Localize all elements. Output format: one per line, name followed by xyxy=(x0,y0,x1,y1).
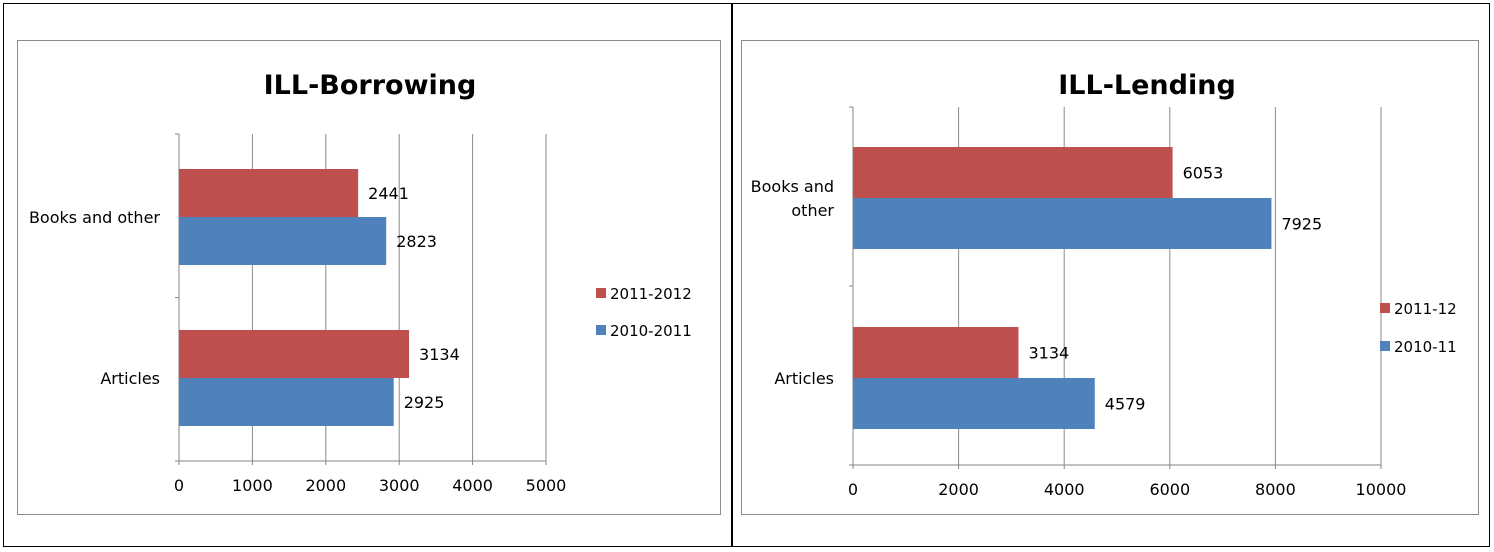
chart-borrowing-svg: ILL-Borrowing 0 1000 2000 3000 4000 5000 2441 28… xyxy=(29,70,692,495)
lending-x-tick-label: 10000 xyxy=(1356,480,1407,499)
chart-borrowing: ILL-Borrowing 0 1000 2000 3000 4000 5000 2441 28… xyxy=(17,40,721,515)
borrowing-legend-swatch xyxy=(596,288,606,298)
lending-category-label: Books and other xyxy=(751,177,835,220)
borrowing-category-label: Books and other xyxy=(29,208,160,227)
chart-lending: ILL-Lending 0 2000 4000 6000 8000 10000 6053 792… xyxy=(741,40,1479,515)
lending-bar-2011-12-articles xyxy=(853,327,1019,378)
lending-bar-2010-11-books-and-other xyxy=(853,198,1272,249)
lending-legend-swatch xyxy=(1380,303,1390,313)
lending-x-tick-label: 4000 xyxy=(1044,480,1085,499)
borrowing-bar-2011-2012-articles xyxy=(179,330,410,378)
borrowing-legend-label: 2010-2011 xyxy=(610,322,692,340)
lending-x-tick-label: 6000 xyxy=(1149,480,1190,499)
lending-chart-title: ILL-Lending xyxy=(1058,70,1236,101)
borrowing-x-tick-label: 0 xyxy=(174,476,184,495)
table-cell-divider xyxy=(731,3,733,547)
borrowing-legend-swatch xyxy=(596,325,606,335)
outer-table-border xyxy=(3,3,1490,547)
lending-legend-label: 2010-11 xyxy=(1394,338,1457,356)
lending-bar-2011-12-books-and-other xyxy=(853,147,1173,198)
lending-legend-label: 2011-12 xyxy=(1394,300,1457,318)
borrowing-x-tick-label: 1000 xyxy=(232,476,273,495)
borrowing-bar-2011-2012-books-and-other xyxy=(179,169,359,217)
borrowing-bar-2010-2011-articles xyxy=(179,378,394,426)
lending-data-label: 3134 xyxy=(1028,344,1069,363)
lending-data-label: 7925 xyxy=(1281,215,1322,234)
lending-data-label: 6053 xyxy=(1183,164,1224,183)
lending-legend-swatch xyxy=(1380,341,1390,351)
borrowing-x-tick-label: 3000 xyxy=(379,476,420,495)
borrowing-chart-title: ILL-Borrowing xyxy=(264,70,477,101)
lending-x-tick-label: 2000 xyxy=(938,480,979,499)
borrowing-legend-label: 2011-2012 xyxy=(610,285,692,303)
chart-lending-svg: ILL-Lending 0 2000 4000 6000 8000 10000 6053 792… xyxy=(751,70,1457,499)
borrowing-bar-2010-2011-books-and-other xyxy=(179,217,387,265)
lending-category-label: Articles xyxy=(774,369,834,388)
borrowing-category-label: Articles xyxy=(100,369,160,388)
borrowing-data-label: 3134 xyxy=(419,345,460,364)
lending-bar-2010-11-articles xyxy=(853,378,1095,429)
borrowing-x-tick-label: 5000 xyxy=(526,476,567,495)
lending-x-tick-label: 8000 xyxy=(1255,480,1296,499)
borrowing-data-label: 2441 xyxy=(368,184,409,203)
borrowing-x-tick-label: 4000 xyxy=(452,476,493,495)
borrowing-data-label: 2823 xyxy=(396,232,437,251)
borrowing-data-label: 2925 xyxy=(404,393,445,412)
borrowing-x-tick-label: 2000 xyxy=(305,476,346,495)
lending-data-label: 4579 xyxy=(1105,395,1146,414)
lending-x-tick-label: 0 xyxy=(848,480,858,499)
